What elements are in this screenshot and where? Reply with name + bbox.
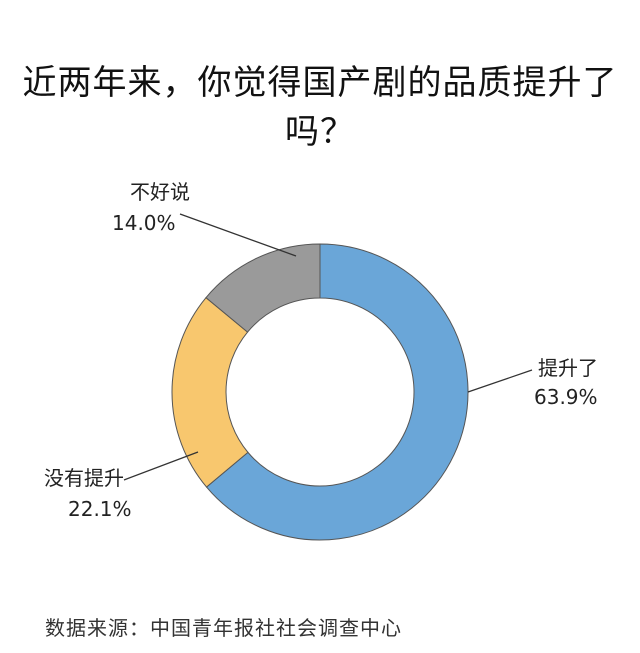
data-source: 数据来源：中国青年报社社会调查中心 (45, 616, 402, 640)
leader-line-not-improved (123, 451, 199, 481)
leader-line-improved (467, 369, 533, 393)
slice-not-improved (171, 296, 249, 488)
slice-label-improved: 提升了 (538, 356, 598, 380)
donut-slices (171, 243, 469, 541)
slice-label-not-improved: 没有提升 (44, 466, 124, 490)
leader-lines (123, 213, 533, 481)
leader-line-unsure (179, 213, 297, 257)
slice-unsure (205, 243, 321, 333)
slice-value-not-improved: 22.1% (68, 497, 132, 521)
slice-value-unsure: 14.0% (112, 211, 176, 235)
slice-label-unsure: 不好说 (130, 180, 190, 204)
slice-value-improved: 63.9% (534, 385, 598, 409)
chart-title: 近两年来，你觉得国产剧的品质提升了吗？ (22, 63, 618, 152)
slice-improved (205, 243, 469, 541)
